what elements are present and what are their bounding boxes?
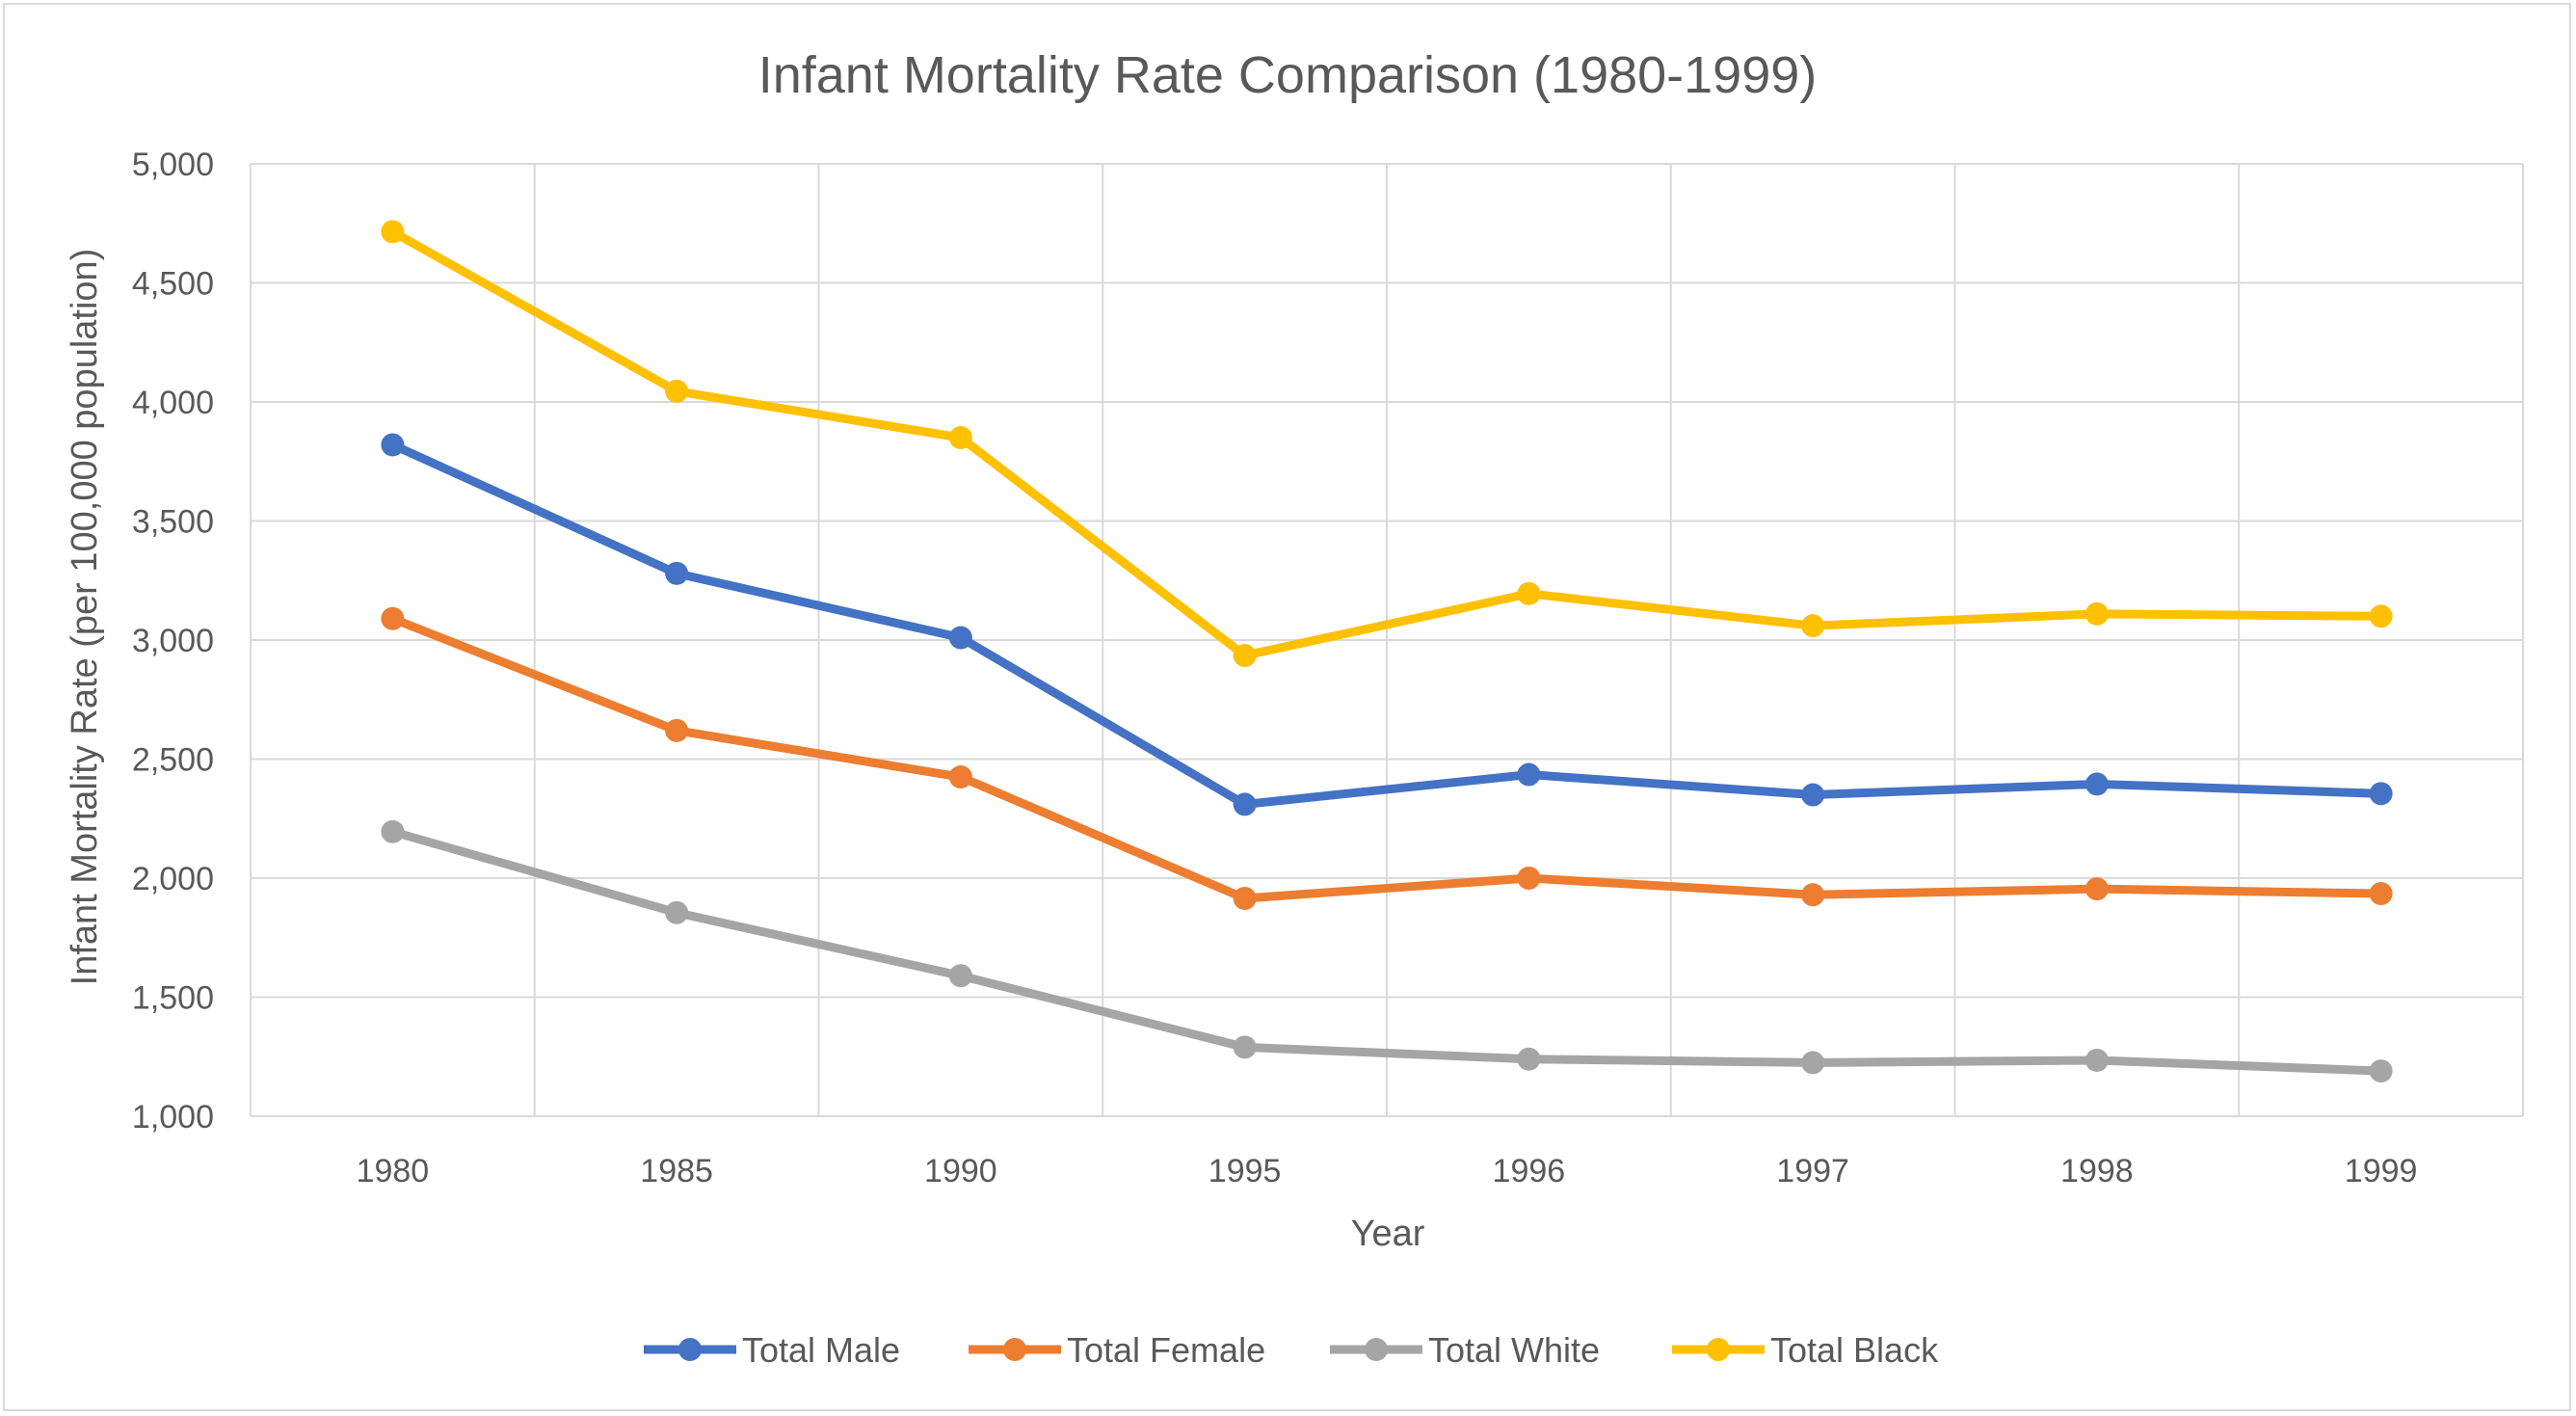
data-point <box>948 964 972 988</box>
data-point <box>1517 1047 1541 1071</box>
chart-frame <box>3 3 2571 1411</box>
legend-marker <box>1707 1338 1730 1361</box>
legend-label: Total White <box>1428 1330 1600 1370</box>
data-point <box>2369 782 2393 806</box>
series-line <box>387 227 2386 660</box>
data-point <box>665 718 689 742</box>
data-point <box>381 819 405 843</box>
data-point <box>1801 1051 1825 1075</box>
x-tick-label: 1995 <box>1208 1153 1282 1189</box>
data-point <box>665 561 689 585</box>
data-point <box>1801 614 1825 638</box>
legend-marker <box>1365 1338 1388 1361</box>
data-point <box>381 433 405 457</box>
legend: Total Male Total Female Total White Total B… <box>644 1330 1939 1370</box>
data-point <box>1517 581 1541 605</box>
data-point <box>2085 772 2109 796</box>
data-point <box>1233 886 1257 910</box>
data-point <box>1233 792 1257 816</box>
x-tick-label: 1997 <box>1776 1153 1849 1189</box>
legend-marker <box>1003 1338 1026 1361</box>
legend-label: Total Black <box>1770 1330 1939 1370</box>
y-axis-title: Infant Mortality Rate (per 100,000 popul… <box>65 249 105 986</box>
data-point <box>1517 867 1541 890</box>
data-point <box>381 220 405 244</box>
y-tick-label: 5,000 <box>132 147 214 183</box>
data-point <box>1517 762 1541 787</box>
x-tick-label: 1985 <box>640 1153 713 1189</box>
y-tick-label: 1,000 <box>132 1099 214 1135</box>
data-point <box>1233 644 1257 668</box>
series-line <box>387 827 2386 1076</box>
legend-marker <box>678 1338 702 1361</box>
y-axis-ticks: 1,000 1,500 2,000 2,500 3,000 3,500 4,000 4,500… <box>132 147 214 1135</box>
y-tick-label: 4,500 <box>132 266 214 303</box>
x-tick-label: 1996 <box>1493 1153 1566 1189</box>
series-line <box>387 614 2386 903</box>
data-point <box>2369 1059 2393 1083</box>
y-tick-label: 2,500 <box>132 742 214 779</box>
y-tick-label: 3,000 <box>132 623 214 659</box>
data-point <box>948 765 972 789</box>
x-axis-ticks: 1980 1985 1990 1995 1996 1997 1998 1999 <box>357 1153 2418 1189</box>
x-tick-label: 1999 <box>2345 1153 2418 1189</box>
x-tick-label: 1998 <box>2060 1153 2134 1189</box>
y-tick-label: 4,000 <box>132 385 214 421</box>
data-point <box>2369 882 2393 906</box>
data-point <box>1801 883 1825 907</box>
series-line <box>387 440 2386 809</box>
gridlines <box>250 163 2524 1117</box>
data-point <box>948 626 972 650</box>
y-tick-label: 2,000 <box>132 861 214 897</box>
x-axis-title: Year <box>1351 1214 1425 1254</box>
data-point <box>381 606 405 630</box>
data-point <box>948 426 972 450</box>
data-point <box>1801 783 1825 807</box>
data-point <box>665 379 689 403</box>
data-point <box>2085 1048 2109 1072</box>
data-point <box>2085 601 2109 626</box>
data-point <box>2085 877 2109 901</box>
legend-label: Total Female <box>1067 1330 1265 1370</box>
y-tick-label: 1,500 <box>132 980 214 1017</box>
y-tick-label: 3,500 <box>132 504 214 541</box>
x-tick-label: 1980 <box>357 1153 430 1189</box>
data-point <box>1233 1035 1257 1059</box>
chart-title: Infant Mortality Rate Comparison (1980-1… <box>758 46 1818 104</box>
data-point <box>665 900 689 924</box>
legend-label: Total Male <box>742 1330 900 1370</box>
data-point <box>2369 604 2393 628</box>
x-tick-label: 1990 <box>924 1153 997 1189</box>
series-lines <box>381 220 2393 1083</box>
